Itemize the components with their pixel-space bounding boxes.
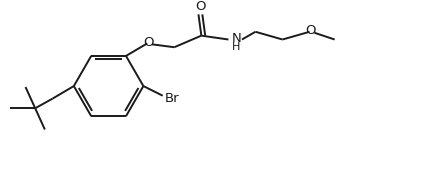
Text: N: N [231,32,241,45]
Text: O: O [305,24,316,37]
Text: H: H [232,42,240,52]
Text: O: O [195,0,206,13]
Text: O: O [143,36,154,49]
Text: Br: Br [165,92,180,105]
